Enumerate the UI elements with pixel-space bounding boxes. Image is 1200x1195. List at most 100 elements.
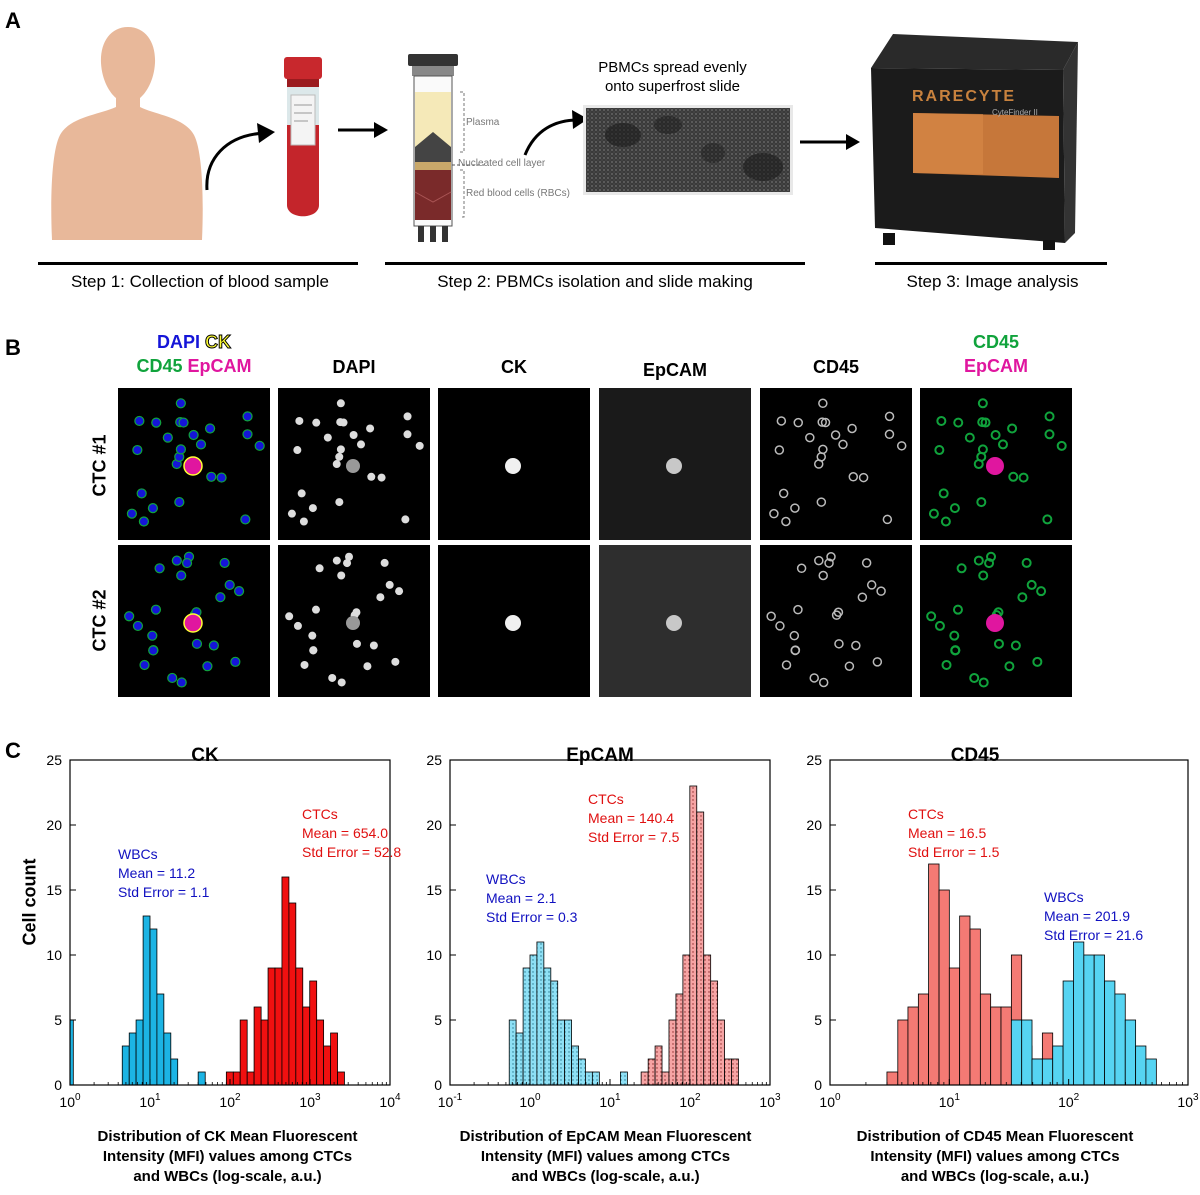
caption-epcam-l1: Distribution of EpCAM Mean Fluorescent: [459, 1128, 752, 1145]
annot-epcam-ctc-l2: Mean = 140.4: [588, 810, 675, 826]
caption-epcam: Distribution of EpCAM Mean Fluorescent I…: [418, 1127, 793, 1187]
annot-epcam-wbc-l3: Std Error = 0.3: [486, 909, 578, 925]
hist-0-series-0-bar-5: [149, 928, 158, 1086]
hist-2-xtick-label-2: 102: [1058, 1092, 1080, 1110]
hist-1-series-1-bar-4: [668, 1019, 677, 1086]
annot-ck-ctc-l2: Mean = 654.0: [302, 825, 389, 841]
last-header: CD45 EpCAM: [920, 330, 1072, 378]
caption-cd45: Distribution of CD45 Mean Fluorescent In…: [805, 1127, 1185, 1187]
caption-epcam-l3: and WBCs (log-scale, a.u.): [511, 1168, 700, 1185]
annot-cd45-ctc-l2: Mean = 16.5: [908, 825, 987, 841]
hist-1-series-1-bar-10: [710, 980, 719, 1086]
hist-2-series-0-bar-4: [928, 863, 940, 1086]
last-head-cd45: CD45: [972, 332, 1020, 352]
hist-0-ytick-label-3: 15: [46, 882, 62, 898]
hist-2-series-1-bar-1: [1021, 1019, 1033, 1086]
hist-1-series-1-bar-3: [661, 1071, 670, 1086]
micrograph-r2-cd45epcam: [920, 545, 1072, 697]
arrow-curved-icon: [205, 123, 275, 191]
col-head-ck: CK: [501, 357, 527, 377]
hist-1-ytick-label-1: 5: [434, 1012, 442, 1028]
hist-2-ytick-label-1: 5: [814, 1012, 822, 1028]
hist-1-series-1-bar-12: [724, 1058, 732, 1086]
hist-1-xtick-label-0: 10-1: [438, 1092, 463, 1110]
hist-1-series-1-bar-13: [731, 1058, 739, 1086]
hist-2-series-1-bar-13: [1145, 1058, 1157, 1086]
hist-1-xtick-label-4: 103: [759, 1092, 781, 1110]
caption-cd45-l1: Distribution of CD45 Mean Fluorescent: [856, 1128, 1134, 1145]
hist-0-series-1-bar-7: [274, 967, 283, 1086]
micrograph-r1-cd45: [760, 388, 912, 540]
hist-0-series-1-bar-9: [288, 902, 297, 1086]
annot-ck-wbc: WBCs Mean = 11.2 Std Error = 1.1: [118, 845, 209, 902]
hist-title-ck: CK: [191, 745, 219, 766]
caption-ck-l2: Intensity (MFI) values among CTCs: [102, 1148, 353, 1165]
hist-1-series-0-bar-2: [522, 967, 531, 1086]
col-head-dapi: DAPI: [332, 357, 376, 377]
col-head-epcam: EpCAM: [643, 360, 707, 380]
annot-epcam-wbc-l2: Mean = 2.1: [486, 890, 557, 906]
annot-cd45-ctc: CTCs Mean = 16.5 Std Error = 1.5: [908, 805, 999, 862]
hist-0-xtick-label-1: 101: [139, 1092, 161, 1110]
hist-0-ytick-label-0: 0: [54, 1077, 62, 1093]
hist-0-series-1-bar-16: [337, 1071, 345, 1086]
hist-0-series-0-bar-4: [142, 915, 151, 1086]
annot-ck-ctc-l1: CTCs: [302, 806, 338, 822]
tube-label-rbc: Red blood cells (RBCs): [466, 188, 570, 199]
hist-2-xtick-label-3: 103: [1177, 1092, 1199, 1110]
panel-letter-a: A: [5, 8, 21, 33]
annot-ck-wbc-l3: Std Error = 1.1: [118, 884, 210, 900]
hist-2-series-0-bar-8: [969, 928, 981, 1086]
hist-2-ytick-label-0: 0: [814, 1077, 822, 1093]
hist-1-ytick-label-2: 10: [426, 947, 442, 963]
step-2-label: Step 2: PBMCs isolation and slide making: [437, 272, 753, 291]
step-2-line: [385, 262, 805, 265]
hist-1-series-1-bar-9: [703, 954, 712, 1086]
hist-2-series-1-bar-4: [1052, 1045, 1064, 1086]
hist-2-series-1-bar-10: [1114, 993, 1126, 1086]
slide-caption: PBMCs spread evenly onto superfrost slid…: [570, 58, 775, 96]
hist-1-xtick-label-1: 100: [519, 1092, 541, 1110]
micrograph-r1-merge: [118, 388, 270, 540]
hist-1-xtick-label-2: 101: [599, 1092, 621, 1110]
hist-2-series-0-bar-6: [948, 967, 961, 1086]
hist-0-series-0-bar-8: [170, 1058, 179, 1086]
hist-2-series-0-bar-10: [990, 1006, 1002, 1086]
hist-0-xtick-label-2: 102: [219, 1092, 241, 1110]
caption-cd45-l2: Intensity (MFI) values among CTCs: [870, 1148, 1120, 1165]
brand-text: RARECYTE: [912, 88, 1017, 105]
hist-1-series-0-bar-9: [571, 1045, 579, 1086]
step-3-label: Step 3: Image analysis: [906, 272, 1079, 291]
human-silhouette: [51, 27, 203, 240]
hist-0-series-1-bar-5: [260, 1019, 269, 1086]
hist-1-series-1-bar-1: [647, 1058, 656, 1086]
merge-head-cd45: CD45: [136, 356, 183, 376]
tube-label-nucleated: Nucleated cell layer: [458, 158, 546, 169]
hist-2-series-1-bar-2: [1031, 1058, 1043, 1086]
hist-1-series-0-bar-3: [529, 954, 538, 1086]
hist-1-series-0-bar-13: [620, 1071, 628, 1086]
hist-2-series-0-bar-5: [938, 889, 950, 1086]
micrograph-r1-epcam: [599, 388, 751, 540]
hist-2-series-0-bar-7: [959, 915, 971, 1086]
hist-2-series-0-bar-2: [907, 1006, 919, 1086]
step-1-line: [38, 262, 358, 265]
hist-0-series-1-bar-2: [239, 1019, 248, 1086]
model-text: CyteFinder II: [992, 108, 1038, 117]
hist-1-series-1-bar-5: [675, 993, 684, 1086]
annot-ck-ctc: CTCs Mean = 654.0 Std Error = 52.8: [302, 805, 401, 862]
hist-2-xtick-label-1: 101: [939, 1092, 961, 1110]
hist-2-series-0-bar-0: [886, 1071, 899, 1086]
hist-title-cd45: CD45: [950, 745, 1000, 766]
hist-0-series-0-bar-7: [163, 1032, 172, 1086]
annot-epcam-ctc-l1: CTCs: [588, 791, 624, 807]
hist-0-xtick-label-0: 100: [59, 1092, 81, 1110]
blood-tube: [284, 57, 322, 217]
hist-1-series-1-bar-8: [696, 811, 705, 1086]
hist-0-series-1-bar-3: [246, 1071, 255, 1086]
hist-0-series-1-bar-8: [281, 876, 290, 1086]
hist-1-ytick-label-5: 25: [426, 752, 442, 768]
hist-0-series-0-bar-9: [197, 1071, 206, 1086]
hist-2-ytick-label-4: 20: [806, 817, 822, 833]
